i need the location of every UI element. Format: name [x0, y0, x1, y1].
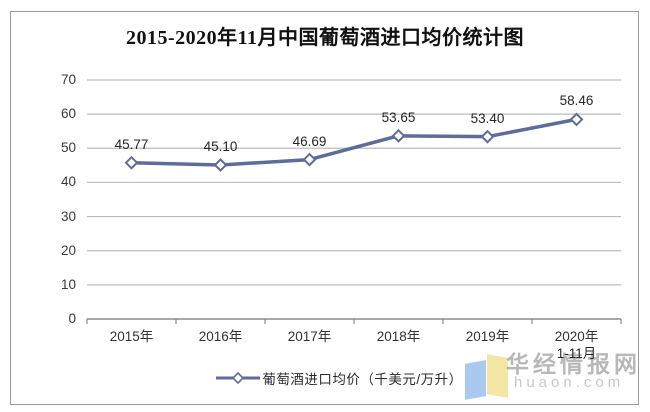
data-point-label: 58.46: [559, 93, 594, 109]
x-axis-tick-label: 2020年: [554, 329, 599, 344]
data-point-label: 45.10: [203, 139, 238, 155]
x-axis-tick-label: 2015年: [109, 329, 154, 344]
data-point-marker: [213, 158, 228, 172]
legend-label: 葡萄酒进口均价（千美元/万升）: [262, 372, 463, 387]
legend: 葡萄酒进口均价（千美元/万升）: [14, 368, 650, 388]
data-point-label: 45.77: [114, 136, 149, 152]
y-axis-tick-label: 30: [60, 208, 76, 224]
data-point-marker: [569, 112, 584, 127]
data-point-marker: [391, 128, 406, 143]
series-line: [129, 117, 579, 167]
data-point-marker: [302, 152, 317, 167]
x-axis-sublabel: 1-11月: [556, 346, 597, 361]
x-axis-tick-label: 2019年: [465, 329, 510, 344]
x-axis-tick-label: 2018年: [376, 329, 421, 344]
data-point-label: 53.65: [381, 109, 416, 125]
y-axis-tick-label: 10: [60, 276, 76, 292]
y-axis-tick-label: 20: [60, 242, 76, 258]
data-point-label: 53.40: [470, 110, 505, 126]
data-point-marker: [124, 155, 139, 170]
y-axis-tick-label: 60: [60, 106, 76, 122]
x-axis-tick-label: 2017年: [287, 329, 332, 344]
y-axis-tick-label: 70: [60, 72, 76, 87]
legend-line-marker-icon: [216, 372, 261, 384]
chart-frame: [10, 11, 639, 405]
y-axis-tick-label: 0: [68, 311, 76, 326]
x-axis-tick-label: 2016年: [198, 329, 243, 344]
y-axis-tick-label: 40: [60, 174, 76, 190]
data-point-label: 46.69: [292, 133, 327, 149]
chart-title: 2015-2020年11月中国葡萄酒进口均价统计图: [125, 27, 525, 49]
data-point-marker: [480, 129, 495, 144]
y-axis-tick-label: 50: [60, 140, 76, 156]
